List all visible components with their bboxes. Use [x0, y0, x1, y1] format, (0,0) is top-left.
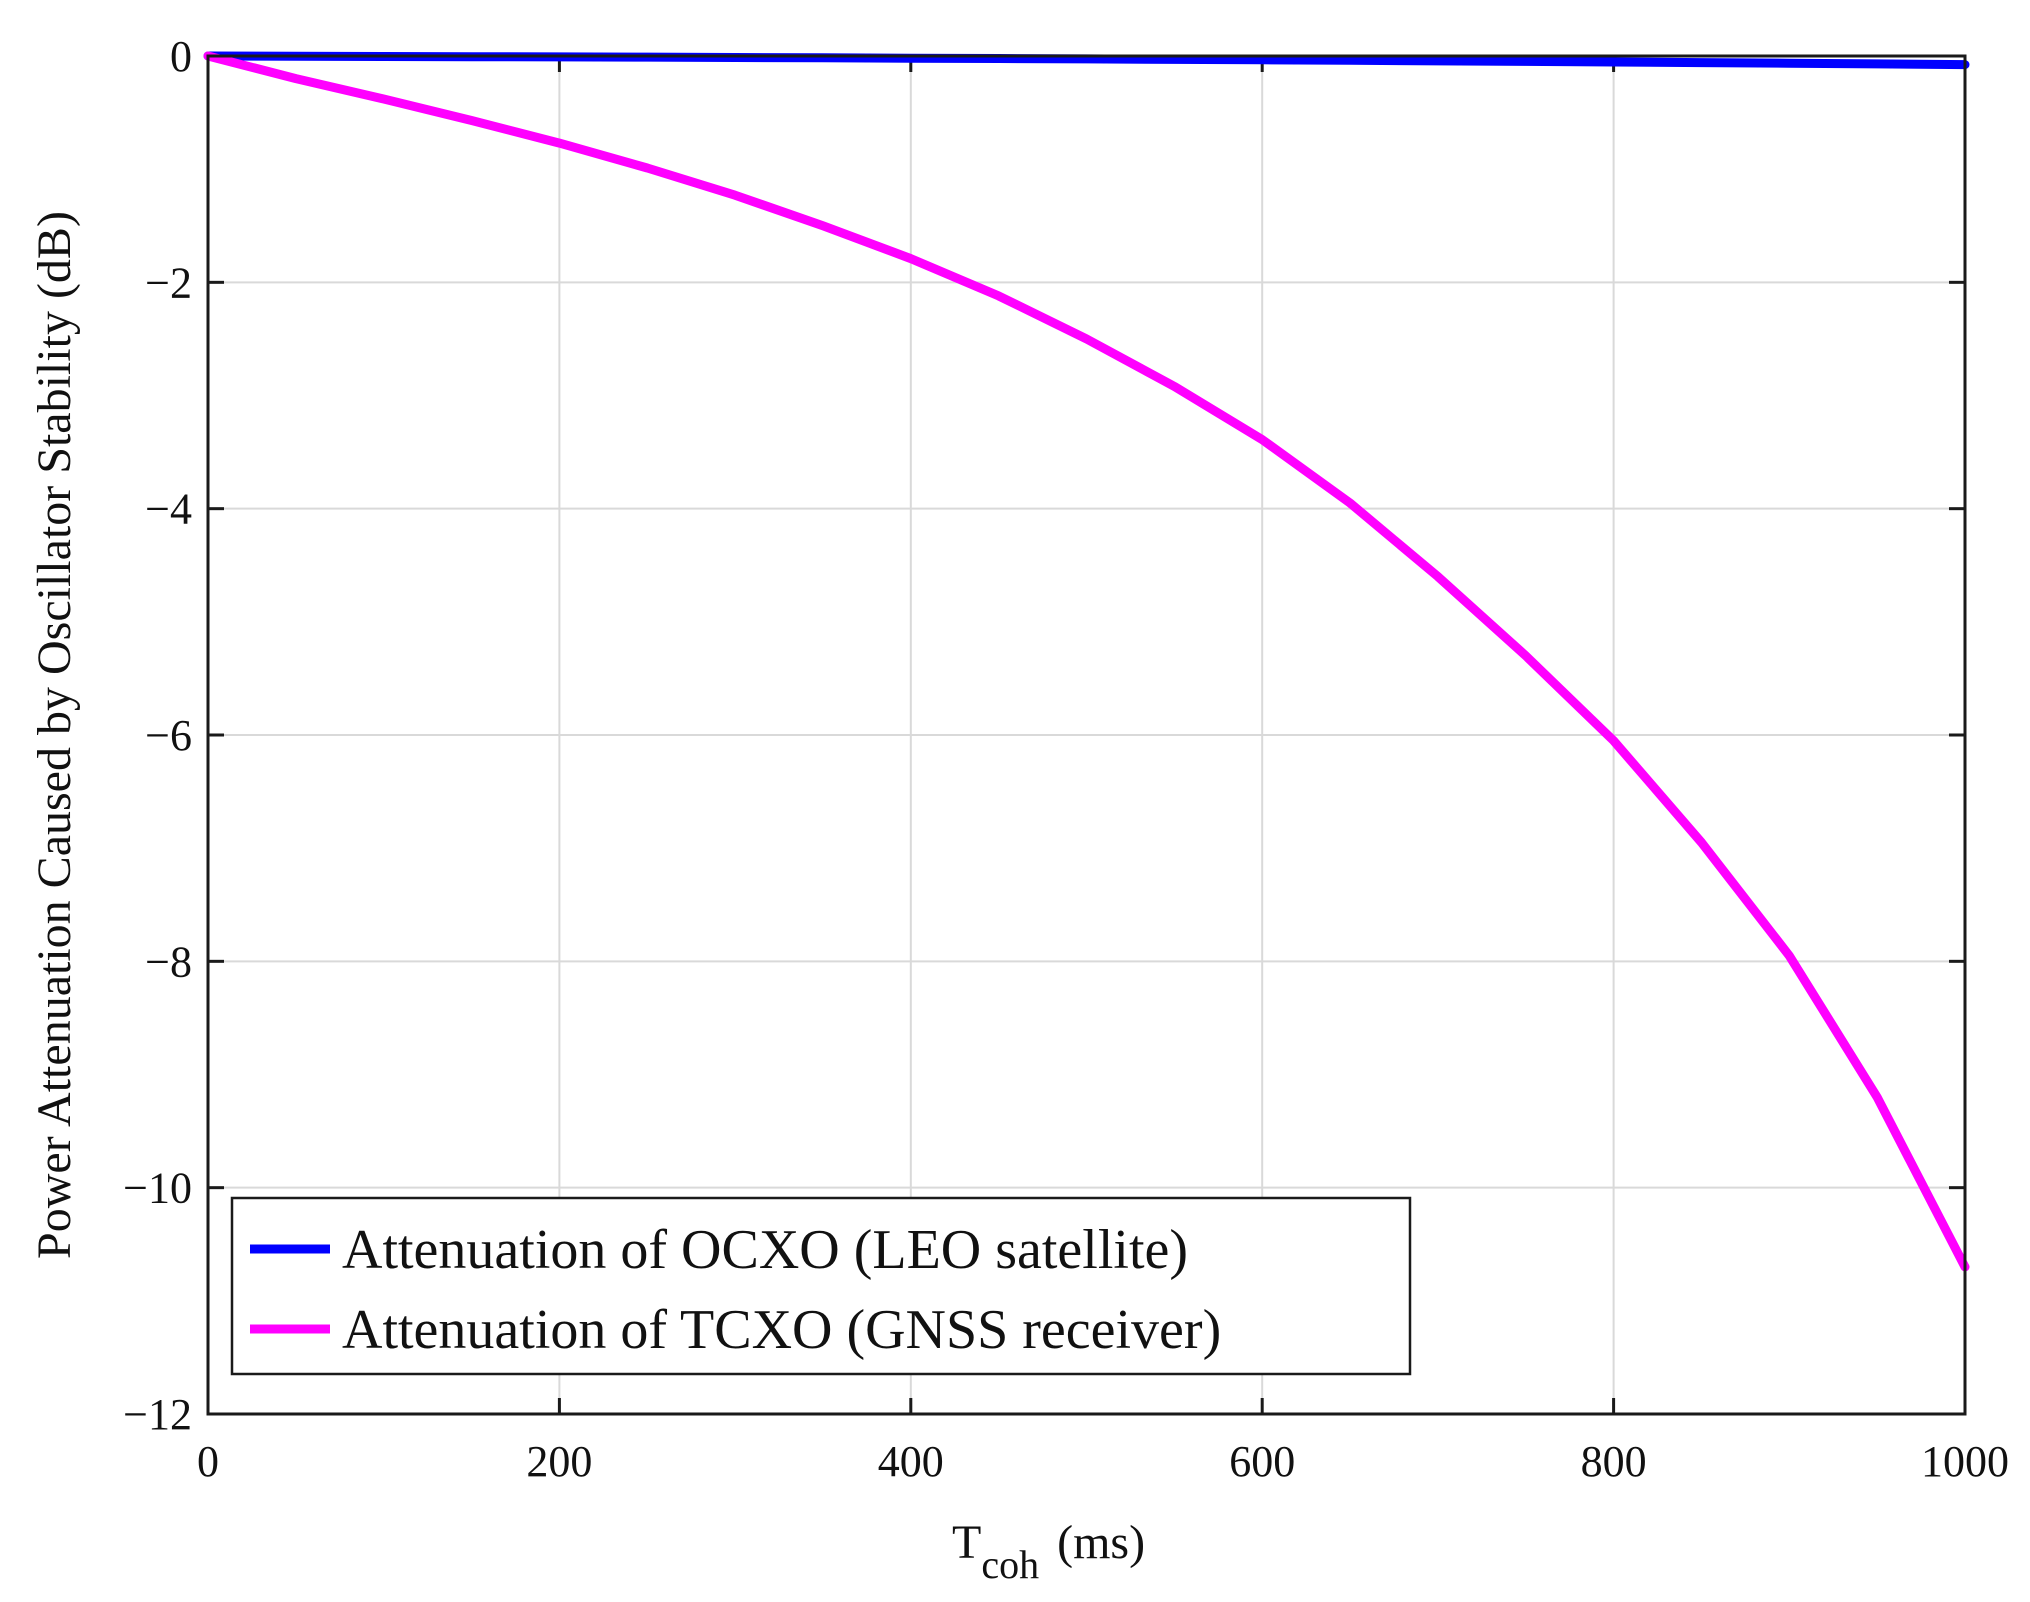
tick-labels: 0 200 400 600 800 1000 0 −2 −4 −6 −8 −10 −12 — [123, 32, 2009, 1486]
y-tick-label: −6 — [145, 711, 192, 760]
legend-label-tcxo: Attenuation of TCXO (GNSS receiver) — [342, 1299, 1221, 1361]
x-tick-label: 800 — [1581, 1437, 1647, 1486]
x-axis-label-subscript: coh — [981, 1542, 1039, 1587]
x-tick-label: 600 — [1229, 1437, 1295, 1486]
y-tick-label: −10 — [123, 1164, 192, 1213]
y-tick-label: −4 — [145, 485, 192, 534]
legend: Attenuation of OCXO (LEO satellite) Atte… — [230, 1196, 1412, 1376]
x-tick-label: 0 — [197, 1437, 219, 1486]
y-tick-label: −12 — [123, 1390, 192, 1439]
x-axis-label-unit: (ms) — [1057, 1516, 1145, 1569]
y-tick-label: 0 — [170, 32, 192, 81]
y-tick-label: −8 — [145, 937, 192, 986]
legend-box — [230, 1196, 1412, 1376]
x-tick-label: 1000 — [1921, 1437, 2009, 1486]
series-line-tcxo — [203, 51, 1970, 1272]
legend-label-ocxo: Attenuation of OCXO (LEO satellite) — [342, 1219, 1188, 1281]
x-axis-label-main: T — [952, 1516, 981, 1569]
y-tick-label: −2 — [145, 258, 192, 307]
x-axis-label: Tcoh (ms) — [952, 1516, 1145, 1587]
axes-box — [206, 54, 1967, 1416]
y-axis-label: Power Attenuation Caused by Oscillator S… — [28, 211, 81, 1259]
grid-lines — [207, 55, 1966, 1415]
x-tick-label: 200 — [526, 1437, 592, 1486]
x-tick-label: 400 — [878, 1437, 944, 1486]
